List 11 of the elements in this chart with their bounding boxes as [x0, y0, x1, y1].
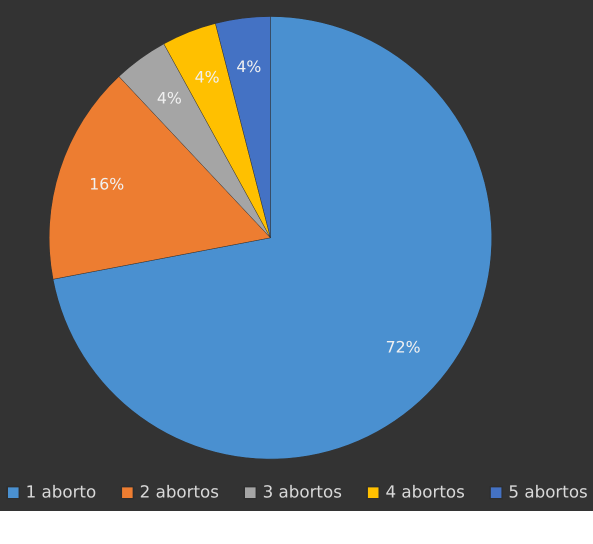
data-label: 72%	[386, 337, 421, 356]
legend-label: 4 abortos	[386, 482, 465, 502]
data-label: 4%	[236, 56, 262, 76]
legend-label: 5 abortos	[508, 482, 588, 502]
data-label: 16%	[89, 174, 124, 194]
legend-label: 2 abortos	[140, 482, 219, 502]
pie-slice	[52, 16, 492, 460]
data-label: 4%	[156, 88, 182, 108]
legend-label: 1 aborto	[26, 482, 96, 502]
legend-label: 3 abortos	[262, 482, 342, 502]
data-label: 4%	[194, 68, 220, 87]
